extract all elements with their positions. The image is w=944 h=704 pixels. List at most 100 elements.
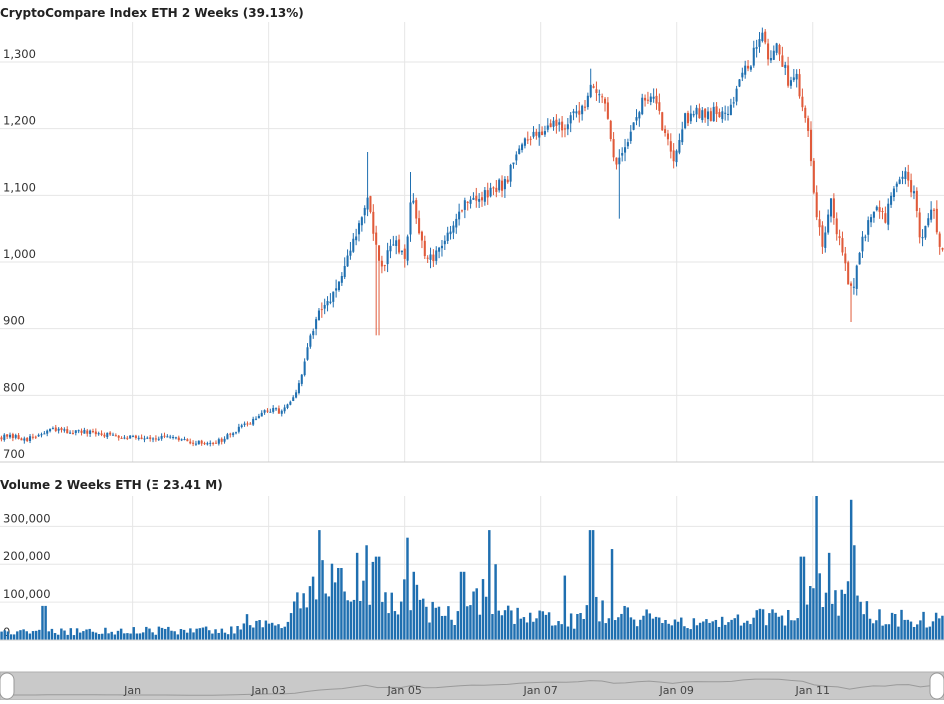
- candle-body[interactable]: [669, 141, 672, 152]
- volume-bar[interactable]: [440, 615, 444, 640]
- candle-body[interactable]: [317, 310, 320, 321]
- candle-body[interactable]: [881, 210, 884, 212]
- candle-body[interactable]: [892, 188, 895, 198]
- navigator-handle-right[interactable]: [929, 672, 944, 700]
- volume-bar[interactable]: [280, 628, 283, 640]
- candle-body[interactable]: [466, 201, 469, 203]
- candle-body[interactable]: [295, 392, 298, 398]
- candle-body[interactable]: [664, 129, 667, 134]
- volume-bar[interactable]: [793, 620, 796, 640]
- volume-bar[interactable]: [346, 600, 349, 640]
- volume-bar[interactable]: [680, 617, 683, 640]
- candle-body[interactable]: [14, 435, 17, 438]
- candle-body[interactable]: [912, 191, 915, 194]
- volume-bar[interactable]: [434, 607, 438, 640]
- candle-body[interactable]: [257, 415, 260, 419]
- volume-bar[interactable]: [746, 620, 749, 640]
- volume-bar[interactable]: [283, 626, 287, 640]
- candle-body[interactable]: [455, 218, 458, 228]
- volume-bar[interactable]: [525, 622, 529, 640]
- volume-bar[interactable]: [551, 625, 554, 640]
- candle-body[interactable]: [400, 250, 403, 253]
- volume-bar[interactable]: [928, 626, 932, 640]
- volume-bar[interactable]: [890, 612, 894, 640]
- volume-bar[interactable]: [255, 620, 258, 640]
- volume-bar[interactable]: [340, 568, 343, 640]
- volume-bar[interactable]: [208, 630, 211, 640]
- volume-bar[interactable]: [415, 584, 419, 640]
- candle-body[interactable]: [249, 423, 252, 425]
- candle-body[interactable]: [612, 139, 615, 158]
- candle-body[interactable]: [203, 443, 206, 445]
- candle-body[interactable]: [217, 439, 220, 444]
- candle-body[interactable]: [641, 97, 644, 115]
- volume-bar[interactable]: [12, 634, 16, 640]
- volume-bar[interactable]: [204, 626, 208, 640]
- candle-body[interactable]: [741, 72, 744, 78]
- volume-bar[interactable]: [934, 612, 938, 640]
- volume-bar[interactable]: [264, 620, 268, 640]
- volume-bar[interactable]: [384, 592, 387, 640]
- candle-body[interactable]: [137, 437, 140, 439]
- volume-bar[interactable]: [805, 604, 809, 640]
- volume-bar[interactable]: [437, 606, 441, 640]
- volume-bar[interactable]: [837, 615, 840, 640]
- candle-body[interactable]: [592, 86, 595, 88]
- candle-body[interactable]: [143, 438, 146, 440]
- candle-body[interactable]: [601, 96, 604, 98]
- candle-body[interactable]: [841, 238, 844, 253]
- candle-body[interactable]: [438, 247, 441, 252]
- candle-body[interactable]: [126, 437, 129, 439]
- candle-body[interactable]: [558, 122, 561, 125]
- volume-bar[interactable]: [226, 634, 230, 640]
- volume-bar[interactable]: [642, 615, 645, 640]
- candle-body[interactable]: [692, 114, 695, 116]
- candle-body[interactable]: [915, 190, 918, 212]
- candle-body[interactable]: [372, 211, 375, 234]
- volume-bar[interactable]: [160, 627, 164, 640]
- candle-body[interactable]: [887, 203, 890, 225]
- candle-body[interactable]: [197, 440, 200, 445]
- volume-bar[interactable]: [274, 625, 277, 640]
- candle-body[interactable]: [174, 437, 177, 439]
- volume-bar[interactable]: [167, 626, 170, 640]
- volume-bar[interactable]: [409, 610, 412, 640]
- candle-body[interactable]: [326, 301, 329, 306]
- candle-body[interactable]: [315, 319, 318, 330]
- candle-body[interactable]: [684, 113, 687, 129]
- candle-body[interactable]: [658, 102, 661, 111]
- candle-body[interactable]: [117, 435, 120, 438]
- candle-body[interactable]: [821, 225, 824, 247]
- volume-bar[interactable]: [299, 608, 302, 640]
- volume-bar[interactable]: [245, 614, 249, 640]
- candle-body[interactable]: [898, 179, 901, 184]
- volume-bar[interactable]: [912, 626, 916, 640]
- candle-body[interactable]: [149, 437, 152, 439]
- candle-body[interactable]: [140, 437, 143, 440]
- volume-bar[interactable]: [362, 580, 365, 640]
- candle-body[interactable]: [357, 223, 361, 235]
- candle-body[interactable]: [715, 106, 718, 115]
- candle-body[interactable]: [114, 435, 117, 437]
- candle-body[interactable]: [615, 157, 618, 165]
- volume-bar[interactable]: [403, 579, 406, 640]
- volume-bar[interactable]: [85, 629, 88, 640]
- volume-bar[interactable]: [878, 609, 881, 640]
- volume-bar[interactable]: [311, 576, 315, 640]
- volume-bar[interactable]: [651, 618, 655, 640]
- candle-body[interactable]: [847, 262, 850, 285]
- candle-body[interactable]: [930, 209, 933, 220]
- volume-bar[interactable]: [22, 629, 25, 640]
- candle-body[interactable]: [646, 99, 649, 101]
- candle-body[interactable]: [106, 432, 109, 438]
- volume-bar[interactable]: [220, 628, 224, 640]
- candle-body[interactable]: [635, 117, 638, 121]
- volume-bar[interactable]: [453, 625, 456, 640]
- volume-bar[interactable]: [337, 568, 340, 640]
- candle-body[interactable]: [243, 423, 246, 425]
- candle-body[interactable]: [51, 428, 54, 430]
- volume-bar[interactable]: [752, 617, 755, 640]
- volume-bar[interactable]: [459, 571, 463, 640]
- candle-body[interactable]: [306, 347, 309, 360]
- volume-bar[interactable]: [157, 626, 161, 640]
